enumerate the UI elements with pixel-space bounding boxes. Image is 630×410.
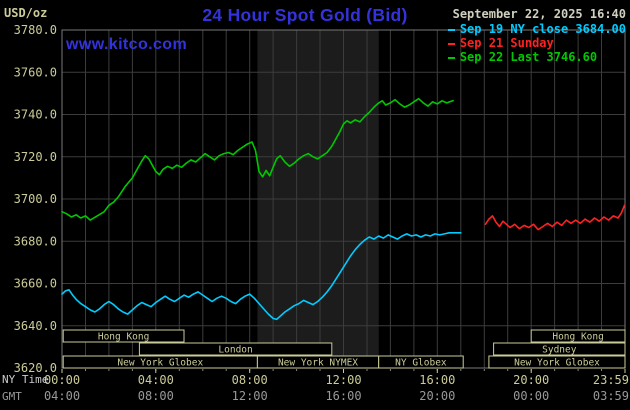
y-axis-tick-label: 3760.0	[14, 65, 57, 79]
legend-item: Sep 21 Sunday	[447, 36, 626, 50]
kitco-watermark-link[interactable]: www.kitco.com	[66, 36, 188, 53]
y-axis-tick-label: 3700.0	[14, 192, 57, 206]
x-axis-tick-label-ny: 00:00	[44, 373, 80, 387]
session-label: NY Globex	[395, 358, 447, 369]
legend-sep21-label: Sep 21 Sunday	[459, 36, 554, 50]
x-axis-tick-label-gmt: 12:00	[232, 389, 268, 403]
session-box	[62, 329, 185, 343]
session-label: New York Globex	[514, 358, 600, 369]
session-box	[488, 355, 626, 369]
session-box	[378, 355, 464, 369]
x-axis-tick-label-gmt: 03:59	[593, 389, 629, 403]
x-axis-tick-label-gmt: 04:00	[44, 389, 80, 403]
y-axis-tick-label: 3680.0	[14, 234, 57, 248]
legend: Sep 19 NY close 3684.00 Sep 21 Sunday Se…	[447, 22, 626, 64]
session-label: New York NYMEX	[278, 358, 358, 369]
legend-item: Sep 19 NY close 3684.00	[447, 22, 626, 36]
x-axis-tick-label-gmt: 20:00	[419, 389, 455, 403]
legend-sep21-line-icon	[447, 42, 455, 45]
x-axis-tick-label-gmt: 00:00	[513, 389, 549, 403]
x-axis-tick-label-ny: 16:00	[419, 373, 455, 387]
units-label: USD/oz	[4, 6, 48, 20]
y-axis-tick-label: 3660.0	[14, 277, 57, 291]
x-axis-tick-label-ny: 08:00	[232, 373, 268, 387]
legend-sep22-label: Sep 22 Last 3746.60	[459, 50, 598, 64]
series-line-sep21	[484, 204, 626, 231]
session-label: Hong Kong	[552, 332, 603, 343]
session-box	[138, 342, 333, 356]
series-line-sep22	[61, 97, 454, 221]
datetime-label: September 22, 2025 16:40	[452, 7, 626, 21]
x-axis-tick-label-gmt: 16:00	[325, 389, 361, 403]
legend-sep19-line-icon	[447, 28, 455, 31]
legend-sep22-line-icon	[447, 56, 455, 59]
session-box	[530, 329, 626, 343]
series-line-sep19	[61, 232, 462, 321]
y-axis-tick-label: 3720.0	[14, 150, 57, 164]
chart-title: 24 Hour Spot Gold (Bid)	[202, 5, 408, 25]
session-box	[493, 342, 626, 356]
y-axis-tick-label: 3620.0	[14, 361, 57, 375]
legend-sep19-label: Sep 19 NY close 3684.00	[459, 22, 626, 36]
y-axis-tick-label: 3780.0	[14, 23, 57, 37]
x-axis-tick-label-gmt: 08:00	[138, 389, 174, 403]
x-axis-tick-label-ny: 04:00	[138, 373, 174, 387]
session-label: New York Globex	[117, 358, 203, 369]
session-label: London	[218, 345, 252, 356]
legend-item: Sep 22 Last 3746.60	[447, 50, 626, 64]
session-label: Hong Kong	[98, 332, 149, 343]
session-label: Sydney	[542, 345, 577, 356]
gmt-axis-label: GMT	[2, 390, 22, 403]
ny-time-axis-label: NY Time	[2, 373, 49, 386]
x-axis-tick-label-ny: 12:00	[325, 373, 361, 387]
y-axis-tick-label: 3740.0	[14, 108, 57, 122]
y-axis-tick-label: 3640.0	[14, 319, 57, 333]
x-axis-tick-label-ny: 20:00	[513, 373, 549, 387]
x-axis-tick-label-ny: 23:59	[593, 373, 629, 387]
